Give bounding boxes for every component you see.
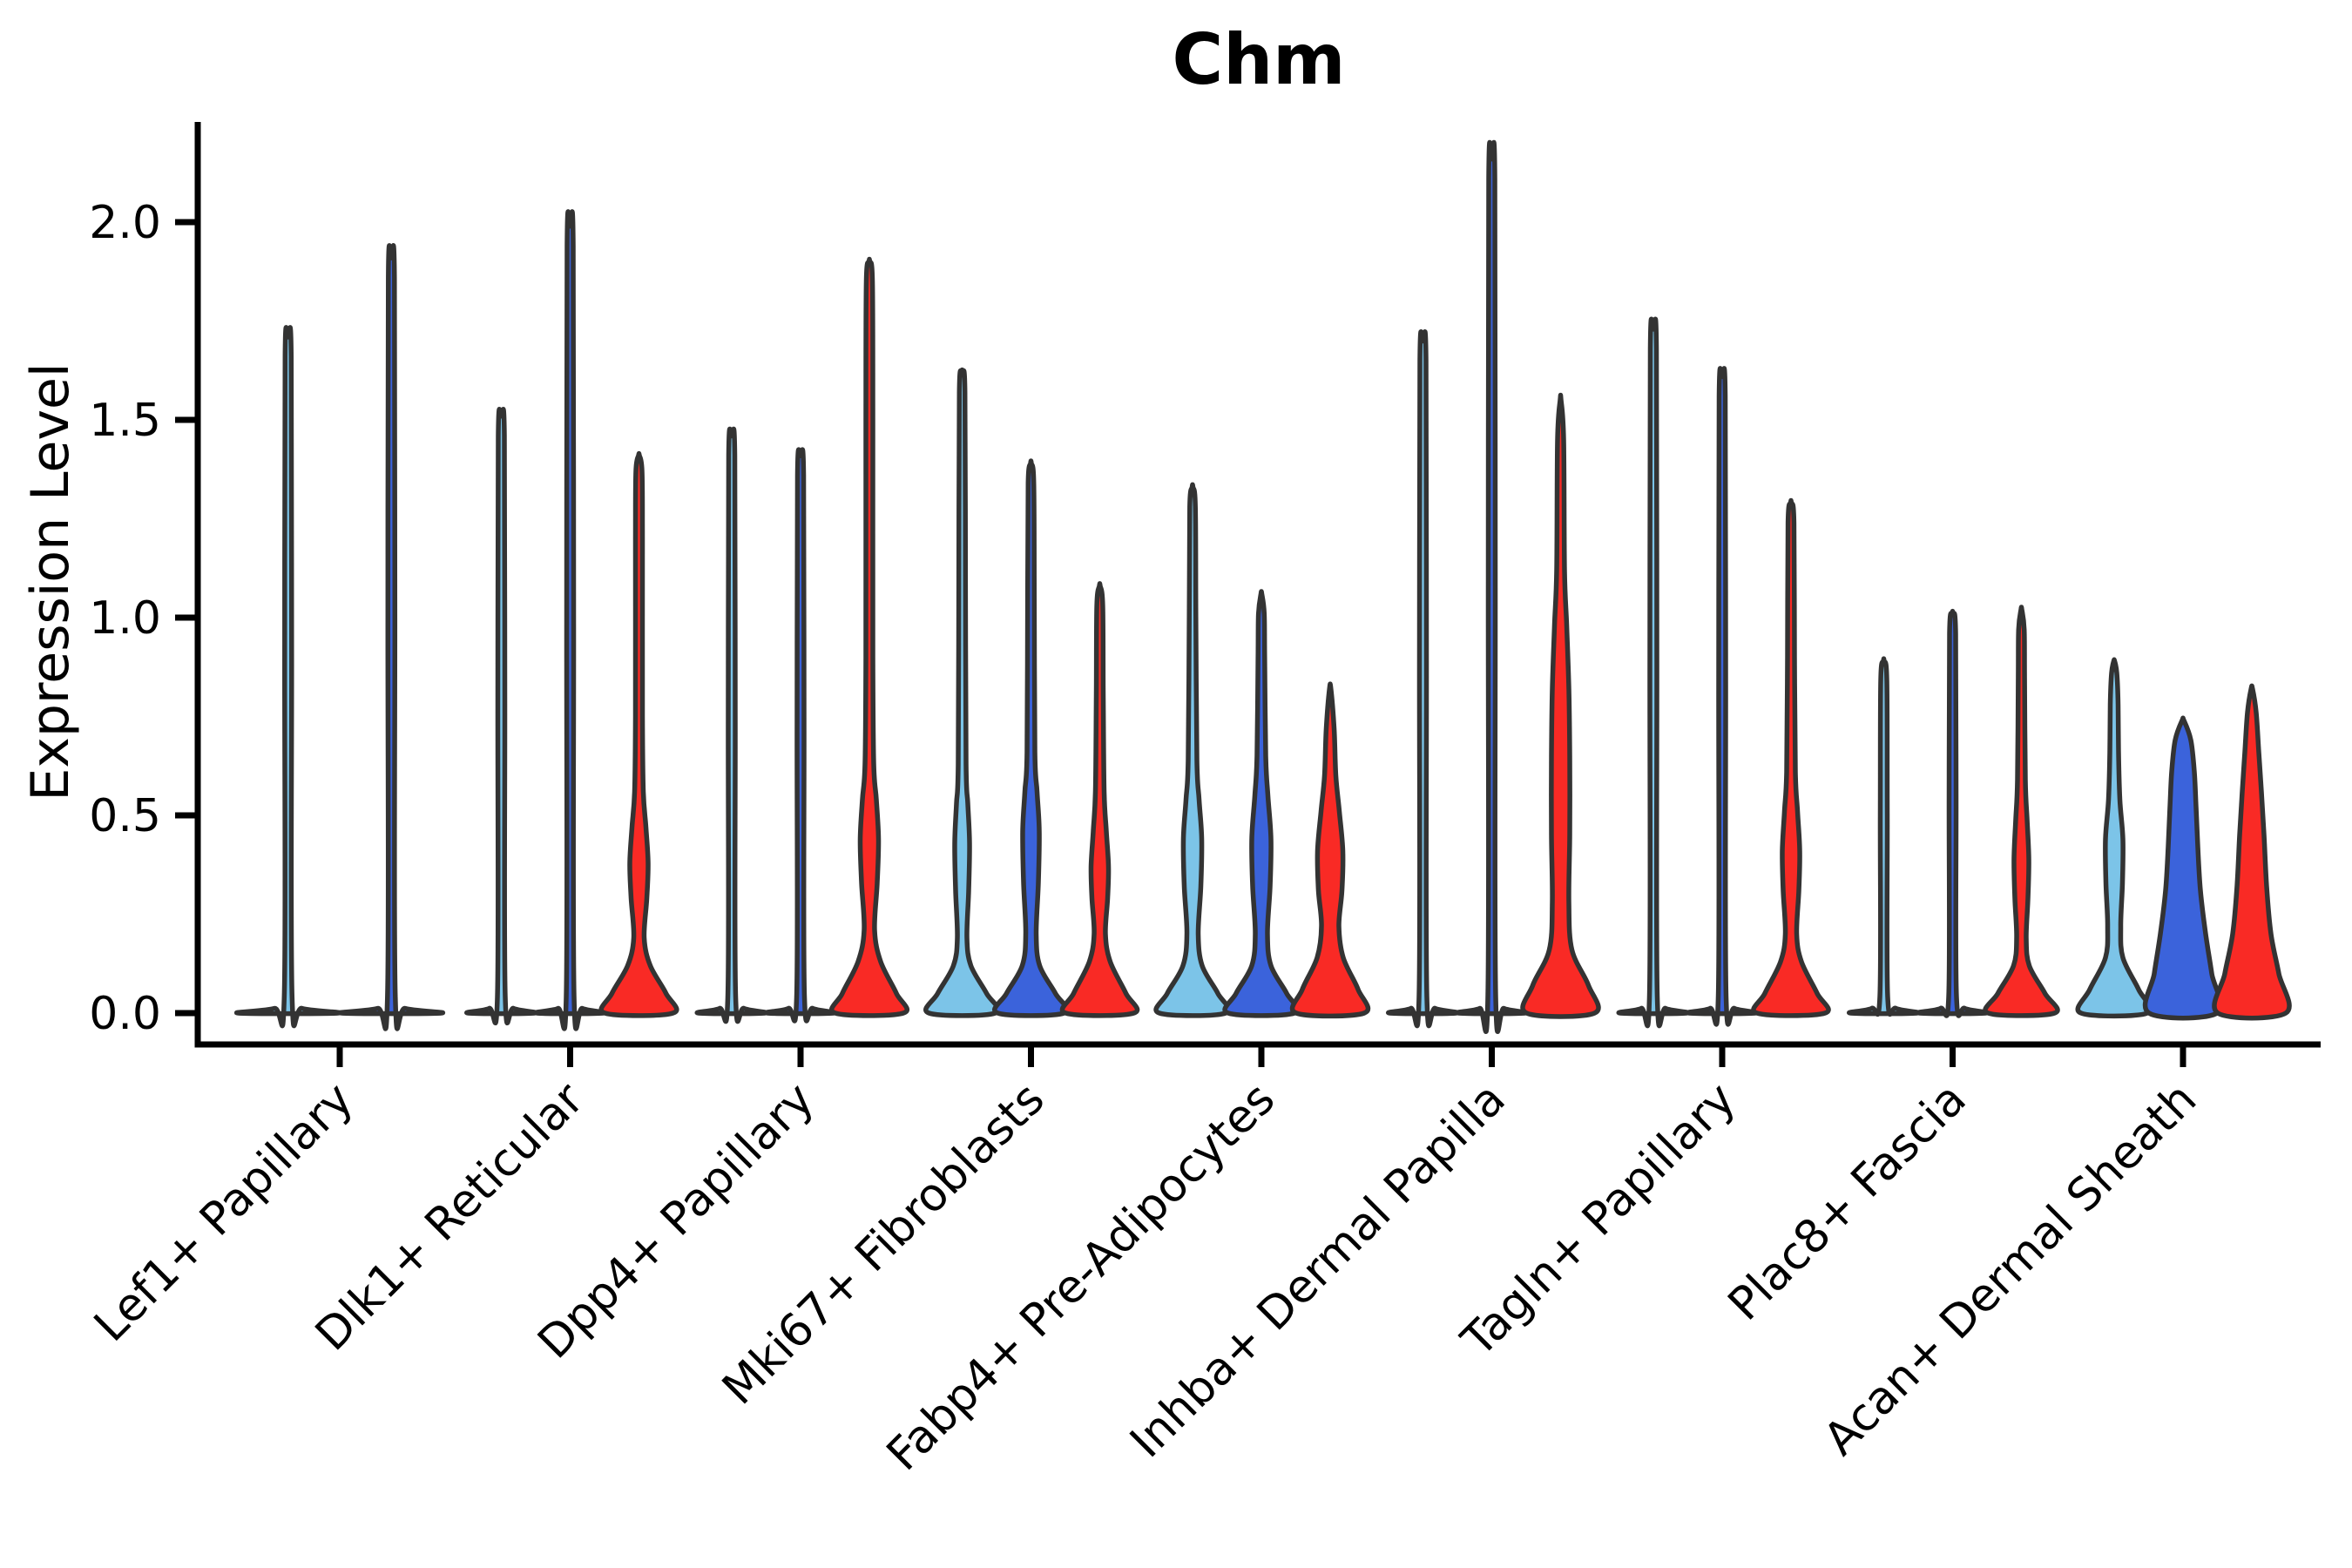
violin-mki67-fibroblasts-dark_blue: [992, 458, 1070, 1018]
y-tick-label: 2.0: [89, 197, 161, 249]
violin-lef1-papillary-light_blue: [233, 325, 342, 1029]
violin-plac8-fascia-dark_blue: [1916, 608, 1990, 1018]
violin-fabp4-pre-adipocytes-red: [1289, 681, 1371, 1019]
x-tick-label: Plac8+ Fascia: [1719, 1073, 1977, 1331]
violin-acan-dermal-sheath-dark_blue: [2142, 715, 2224, 1021]
violin-tagln-papillary-light_blue: [1616, 316, 1691, 1029]
chart-title: Chm: [1172, 19, 1346, 100]
x-tick-label: Fabp4+ Pre-Adipocytes: [877, 1073, 1285, 1481]
violin-inhba-dermal-papilla-light_blue: [1386, 329, 1460, 1029]
violin-plac8-fascia-light_blue: [1847, 656, 1921, 1017]
y-tick-label: 1.0: [89, 592, 161, 645]
axis-spines: [194, 122, 2321, 1048]
violin-acan-dermal-sheath-light_blue: [2075, 657, 2153, 1019]
violin-plac8-fascia-red: [1983, 605, 2060, 1018]
violin-dpp4-papillary-dark_blue: [763, 447, 838, 1024]
y-tick-label: 0.5: [89, 790, 161, 842]
violin-dlk1-reticular-dark_blue: [533, 209, 607, 1031]
y-tick-label: 1.5: [89, 395, 161, 447]
violin-mki67-fibroblasts-light_blue: [923, 367, 1001, 1018]
violin-inhba-dermal-papilla-red: [1520, 392, 1601, 1019]
violin-acan-dermal-sheath-red: [2212, 683, 2292, 1021]
violin-dpp4-papillary-light_blue: [694, 426, 769, 1024]
violin-tagln-papillary-dark_blue: [1685, 366, 1760, 1027]
violin-tagln-papillary-red: [1751, 497, 1831, 1018]
violin-fabp4-pre-adipocytes-light_blue: [1153, 482, 1232, 1018]
y-tick-label: 0.0: [89, 988, 161, 1040]
violin-fabp4-pre-adipocytes-dark_blue: [1222, 589, 1301, 1018]
x-tick-label: Acan+ Dermal Sheath: [1815, 1073, 2207, 1466]
violin-dpp4-papillary-red: [828, 256, 910, 1018]
violin-inhba-dermal-papilla-dark_blue: [1455, 139, 1529, 1034]
violin-mki67-fibroblasts-red: [1059, 581, 1140, 1018]
violin-lef1-papillary-dark_blue: [337, 243, 446, 1031]
x-tick-label: Inhba+ Dermal Papilla: [1120, 1073, 1515, 1468]
violin-dlk1-reticular-red: [598, 450, 679, 1018]
violin-dlk1-reticular-light_blue: [464, 407, 538, 1025]
